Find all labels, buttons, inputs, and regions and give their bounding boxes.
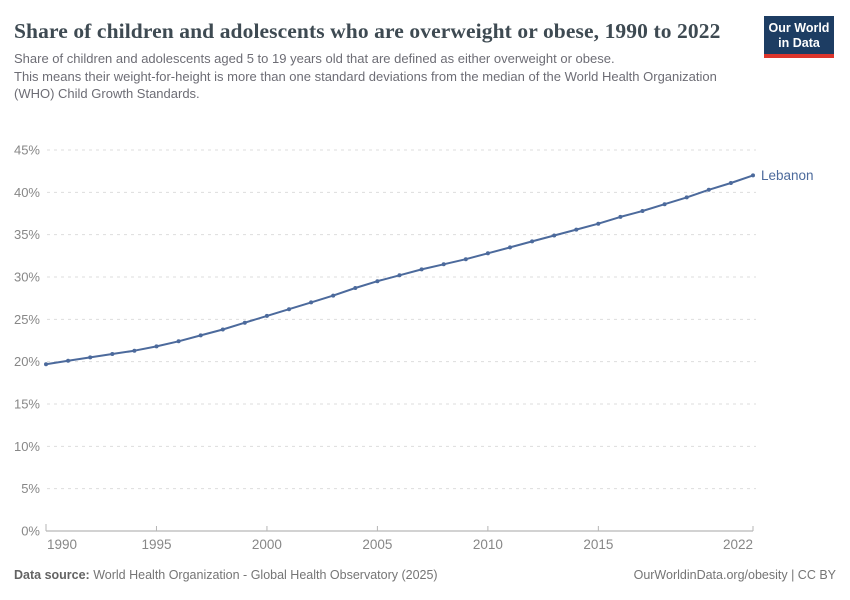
series-point[interactable] [684,195,689,200]
series-point[interactable] [419,267,424,272]
x-axis-tick-label: 2010 [473,537,503,552]
series-line[interactable] [45,174,754,366]
line-chart[interactable]: 0% 5% 10% 15% 20% 25% 30% 35% 40% 45% 1990 1995 2000… [0,140,850,565]
owid-logo-text-line: Our World [768,21,830,35]
owid-logo-text-line: in Data [778,35,820,50]
series-point[interactable] [198,333,203,338]
chart-header: Share of children and adolescents who ar… [14,16,836,103]
series-point[interactable] [88,355,93,360]
x-axis-tick-label: 2022 [723,537,753,552]
series-point[interactable] [132,348,137,353]
series-point[interactable] [706,187,711,192]
series-point[interactable] [596,221,601,226]
series-end-label[interactable]: Lebanon [761,168,814,183]
license-link[interactable]: OurWorldinData.org/obesity | CC BY [633,568,836,582]
series-point[interactable] [220,327,225,332]
data-source-text: World Health Organization - Global Healt… [93,568,438,582]
chart-subtitle-line: This means their weight-for-height is mo… [14,68,717,84]
x-axis-tick-label: 2005 [362,537,392,552]
y-axis-tick-label: 25% [14,312,40,327]
chart-subtitle-line: Share of children and adolescents aged 5… [14,51,615,66]
series-point[interactable] [309,300,314,305]
x-axis-tick-label: 2015 [583,537,613,552]
owid-logo[interactable]: Our World in Data [764,16,834,58]
chart-title-line: to 2022 [653,19,721,43]
chart-subtitle-line: (WHO) Child Growth Standards. [14,86,200,101]
series-point[interactable] [728,181,733,185]
series-point[interactable] [353,286,358,290]
y-axis-tick-label: 40% [14,185,40,200]
data-source-note: Data source: World Health Organization -… [14,567,438,583]
series-point[interactable] [397,273,402,278]
series-point[interactable] [662,202,667,207]
y-axis-tick-label: 20% [14,354,40,369]
series-point[interactable] [530,239,535,244]
y-axis-tick-label: 0% [21,524,40,539]
y-axis-tick-label: 10% [14,439,40,454]
x-axis-tick-label: 2000 [252,537,282,552]
series-point[interactable] [264,313,269,318]
chart-title: Share of children and adolescents who ar… [14,16,836,46]
y-axis-tick-label: 5% [21,481,40,496]
data-source-label: Data source: [14,568,90,582]
series-point[interactable] [552,233,557,238]
chart-footer: Data source: World Health Organization -… [14,567,836,583]
series-point[interactable] [640,209,645,213]
series-point[interactable] [574,227,579,232]
series-point[interactable] [751,173,755,178]
chart-title-line: Share of children and adolescents who ar… [14,19,648,43]
series-point[interactable] [176,339,181,344]
series-point[interactable] [618,214,623,219]
series-point[interactable] [375,279,380,284]
series-point[interactable] [242,320,247,325]
series-point[interactable] [463,257,468,262]
y-axis-tick-label: 35% [14,227,40,242]
y-axis-tick-label: 15% [14,397,40,412]
line-chart-canvas[interactable]: 0% 5% 10% 15% 20% 25% 30% 35% 40% 45% 1990 1995 2000… [0,140,850,565]
x-axis-tick-label: 1990 [47,537,77,552]
series-point[interactable] [110,352,115,356]
y-axis-tick-label: 30% [14,270,40,285]
series-point[interactable] [441,262,446,267]
series-point[interactable] [508,245,512,250]
series-point[interactable] [154,344,159,349]
series-point[interactable] [66,358,71,363]
series-point[interactable] [331,293,336,298]
series-point[interactable] [287,307,291,312]
x-axis-tick-label: 1995 [141,537,171,552]
chart-subtitle: Share of children and adolescents aged 5… [14,50,836,103]
series-point[interactable] [44,362,48,367]
y-axis-tick-label: 45% [14,143,40,158]
series-point[interactable] [485,251,490,256]
